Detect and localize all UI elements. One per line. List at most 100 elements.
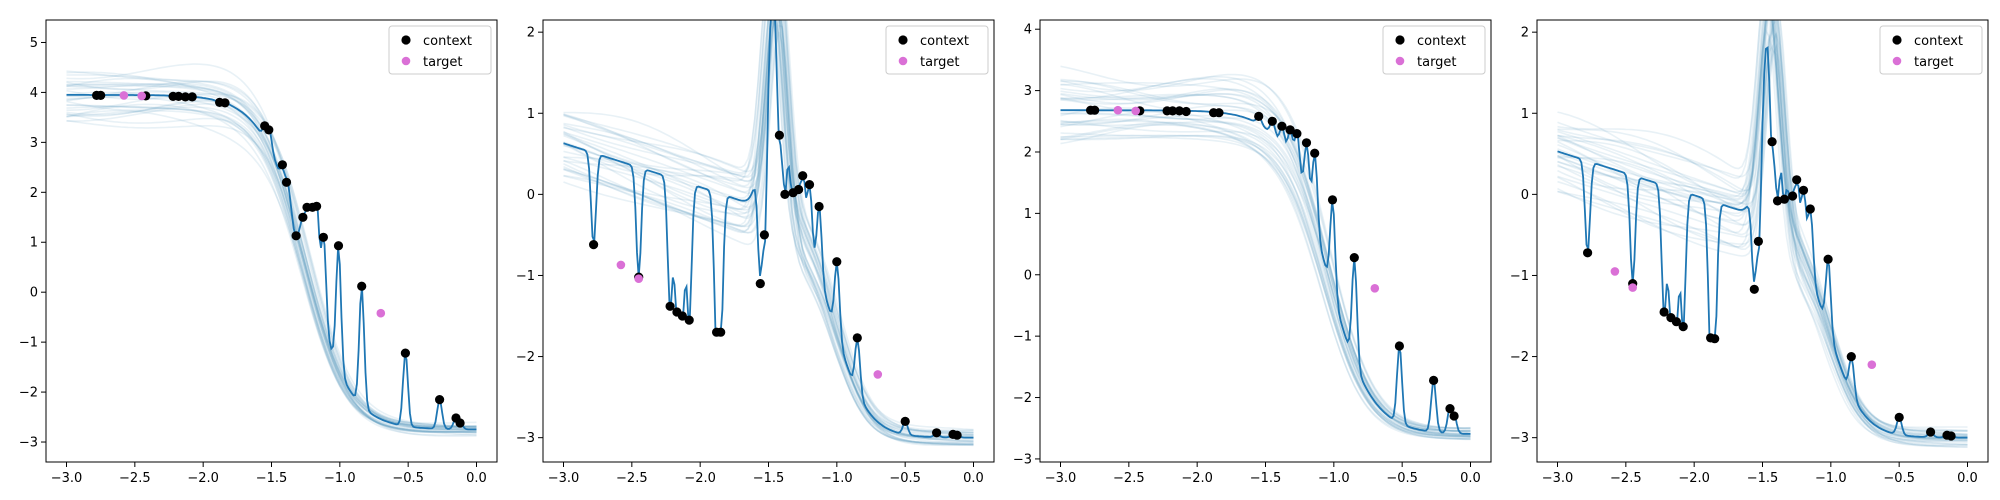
sample-curve <box>66 99 477 433</box>
legend-target-label: target <box>920 55 960 70</box>
y-tick-label: 1 <box>1024 207 1032 222</box>
sample-curve <box>1557 20 1968 436</box>
legend-context-marker <box>898 35 908 45</box>
y-tick-label: 1 <box>1521 107 1529 122</box>
sample-curve <box>1060 132 1471 440</box>
context-point <box>1445 404 1455 414</box>
plot-area <box>563 20 974 447</box>
context-point <box>832 257 842 267</box>
legend-context-label: context <box>1914 34 1963 49</box>
legend-target-marker <box>1395 56 1405 66</box>
legend-target-marker <box>1892 56 1902 66</box>
sample-curve <box>1060 89 1471 432</box>
context-point <box>1214 108 1224 118</box>
sample-curve <box>563 20 974 432</box>
sample-curve <box>1557 20 1968 438</box>
context-point <box>1174 106 1184 116</box>
x-tick-label: −2.0 <box>1181 471 1213 486</box>
context-point <box>1753 236 1763 246</box>
target-point <box>616 260 626 270</box>
y-tick-label: −1 <box>1013 330 1032 345</box>
context-point <box>589 240 599 250</box>
context-point <box>1285 125 1295 135</box>
sample-curve <box>1060 78 1471 434</box>
context-point <box>1267 116 1277 126</box>
context-point <box>1805 204 1815 214</box>
context-point <box>1449 411 1459 421</box>
sample-curve <box>563 20 974 445</box>
target-point <box>1610 267 1620 276</box>
context-point <box>1779 194 1789 204</box>
y-tick-label: −3 <box>19 436 38 451</box>
sample-curve <box>66 77 477 429</box>
x-tick-label: −2.5 <box>616 471 648 486</box>
mean-line <box>1060 109 1471 435</box>
sample-curve <box>1060 90 1471 432</box>
x-tick-label: −2.0 <box>684 471 716 486</box>
x-tick-label: −1.0 <box>1318 471 1350 486</box>
context-point <box>1254 111 1264 121</box>
subplot-2: −3.0 −2.5 −2.0 −1.5 −1.0 −0.5 0.0 −3 −2 −1 0 1 2 cont… <box>516 19 995 486</box>
legend-box <box>885 25 989 75</box>
context-point <box>455 418 465 428</box>
x-tick-label: −1.5 <box>1250 471 1282 486</box>
sample-curve <box>1060 124 1471 438</box>
y-tick-label: −2 <box>1510 350 1529 365</box>
context-point <box>1168 106 1178 116</box>
legend-target-label: target <box>1417 55 1457 70</box>
context-point <box>1767 137 1777 147</box>
sample-curve <box>1557 20 1968 432</box>
sample-curve <box>1060 76 1471 429</box>
context-point <box>1710 334 1720 344</box>
y-tick-label: −1 <box>1510 269 1529 284</box>
context-point <box>1394 341 1404 351</box>
sample-curve <box>1060 121 1471 438</box>
context-point <box>312 201 322 211</box>
sample-curve <box>66 71 477 428</box>
sample-curve <box>66 74 477 427</box>
legend-context-label: context <box>423 34 472 49</box>
context-point <box>852 333 862 343</box>
sample-curve <box>563 20 974 437</box>
sample-curve <box>1060 134 1471 440</box>
sample-curve <box>1060 80 1471 433</box>
x-tick-label: −1.5 <box>753 471 785 486</box>
sample-curve <box>1557 20 1968 441</box>
sample-curve <box>1060 107 1471 437</box>
context-point <box>1792 175 1802 185</box>
legend-context-label: context <box>1417 34 1466 49</box>
context-point <box>281 177 292 187</box>
sample-curve <box>1060 112 1471 437</box>
y-tick-label: 3 <box>1024 84 1032 99</box>
x-tick-label: −1.0 <box>821 471 853 486</box>
sample-curve <box>563 20 974 433</box>
sample-curve <box>1060 93 1471 432</box>
y-tick-label: 0 <box>527 188 535 203</box>
context-point <box>1846 352 1856 362</box>
context-point <box>1946 431 1956 441</box>
context-point <box>755 279 765 289</box>
context-point <box>804 180 815 190</box>
context-point <box>277 160 287 170</box>
sample-curve <box>1060 123 1471 438</box>
sample-curve <box>1060 118 1471 438</box>
legend-box <box>388 25 492 75</box>
y-tick-label: 0 <box>1024 268 1032 283</box>
sample-curve <box>1060 113 1471 437</box>
context-point <box>1310 148 1320 158</box>
x-tick-label: −3.0 <box>1542 471 1574 486</box>
legend-target-marker <box>898 56 908 66</box>
y-tick-label: 4 <box>1024 23 1032 38</box>
context-point <box>96 90 106 100</box>
sample-curve <box>1060 114 1471 436</box>
sample-curve <box>66 84 477 429</box>
sample-curve <box>66 82 477 428</box>
sample-curve <box>563 20 974 445</box>
mean-line <box>66 94 477 431</box>
context-point <box>1671 317 1681 327</box>
x-tick-label: −2.0 <box>1678 471 1710 486</box>
target-point <box>1628 283 1637 292</box>
sample-curve <box>1557 20 1968 435</box>
context-point <box>759 230 770 240</box>
context-point <box>1823 254 1833 264</box>
